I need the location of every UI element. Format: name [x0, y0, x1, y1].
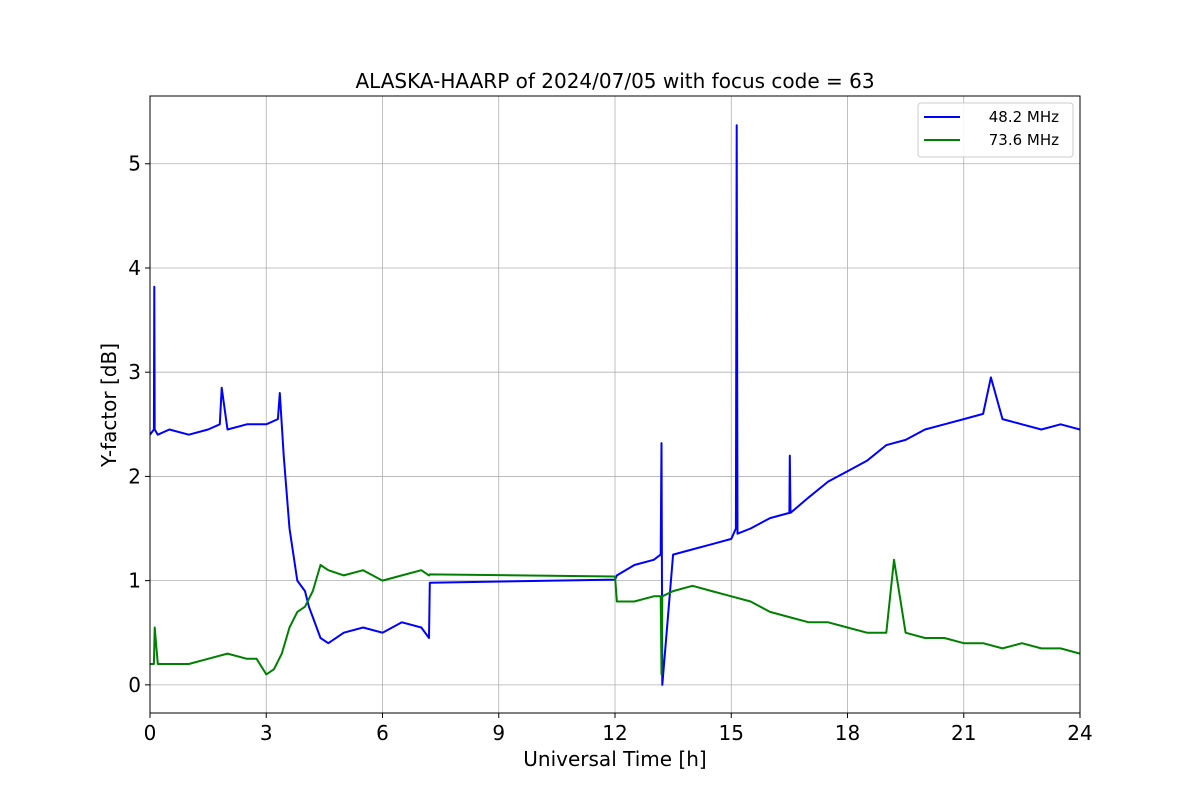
x-tick-label: 6 — [376, 721, 389, 745]
y-tick-label: 1 — [128, 569, 141, 593]
x-tick-label: 9 — [492, 721, 505, 745]
series-layer — [150, 124, 1080, 686]
legend-label: 48.2 MHz — [989, 108, 1059, 126]
y-axis-label: Y-factor [dB] — [97, 343, 121, 468]
y-tick-label: 5 — [128, 152, 141, 176]
x-tick-label: 12 — [602, 721, 627, 745]
x-tick-label: 3 — [260, 721, 273, 745]
x-tick-label: 21 — [951, 721, 976, 745]
x-tick-label: 24 — [1067, 721, 1092, 745]
x-axis-label: Universal Time [h] — [523, 747, 706, 771]
chart-title: ALASKA-HAARP of 2024/07/05 with focus co… — [355, 69, 874, 93]
legend-label: 73.6 MHz — [989, 131, 1059, 149]
y-tick-label: 2 — [128, 464, 141, 488]
y-tick-label: 4 — [128, 256, 141, 280]
x-tick-label: 15 — [719, 721, 744, 745]
legend: 48.2 MHz 73.6 MHz — [917, 102, 1074, 158]
x-tick-label: 18 — [835, 721, 860, 745]
series-line-2 — [150, 558, 1080, 676]
y-tick-label: 3 — [128, 360, 141, 384]
series-line-1 — [150, 124, 1080, 686]
x-tick-label: 0 — [144, 721, 157, 745]
y-tick-label: 0 — [128, 673, 141, 697]
